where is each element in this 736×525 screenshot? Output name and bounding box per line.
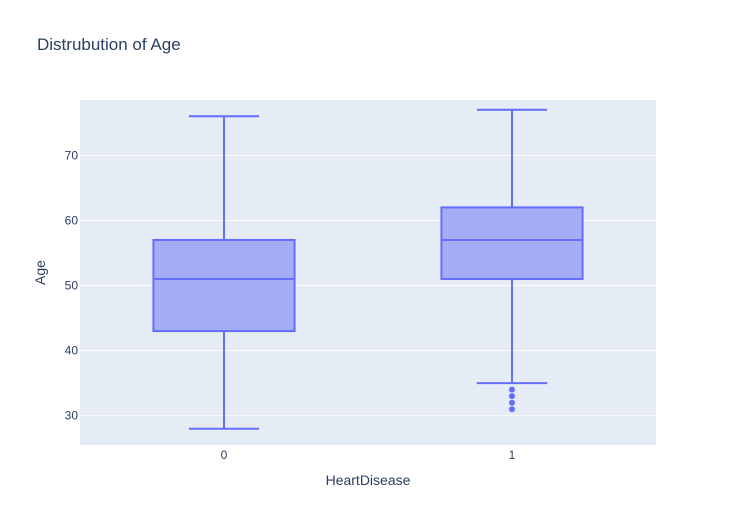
y-tick-label-50: 50 — [65, 279, 79, 293]
outlier-point — [509, 386, 515, 393]
chart-title: Distrubution of Age — [37, 35, 181, 54]
box-0 — [152, 115, 296, 430]
iqr-box — [440, 206, 584, 281]
outlier-point — [509, 406, 515, 413]
x-axis-label: HeartDisease — [326, 472, 411, 488]
outlier-point — [509, 393, 515, 400]
y-axis-label: Age — [32, 260, 48, 285]
y-axis-ticks: 30 40 50 60 70 — [65, 148, 79, 422]
box-1 — [440, 108, 584, 413]
y-tick-label-60: 60 — [65, 213, 79, 227]
x-tick-label-1: 1 — [509, 448, 516, 462]
outlier-point — [509, 399, 515, 406]
y-tick-label-40: 40 — [65, 344, 79, 358]
y-tick-label-30: 30 — [65, 409, 79, 423]
y-tick-label-70: 70 — [65, 148, 79, 162]
x-tick-label-0: 0 — [221, 448, 228, 462]
iqr-box — [152, 238, 296, 333]
boxes — [152, 108, 584, 430]
